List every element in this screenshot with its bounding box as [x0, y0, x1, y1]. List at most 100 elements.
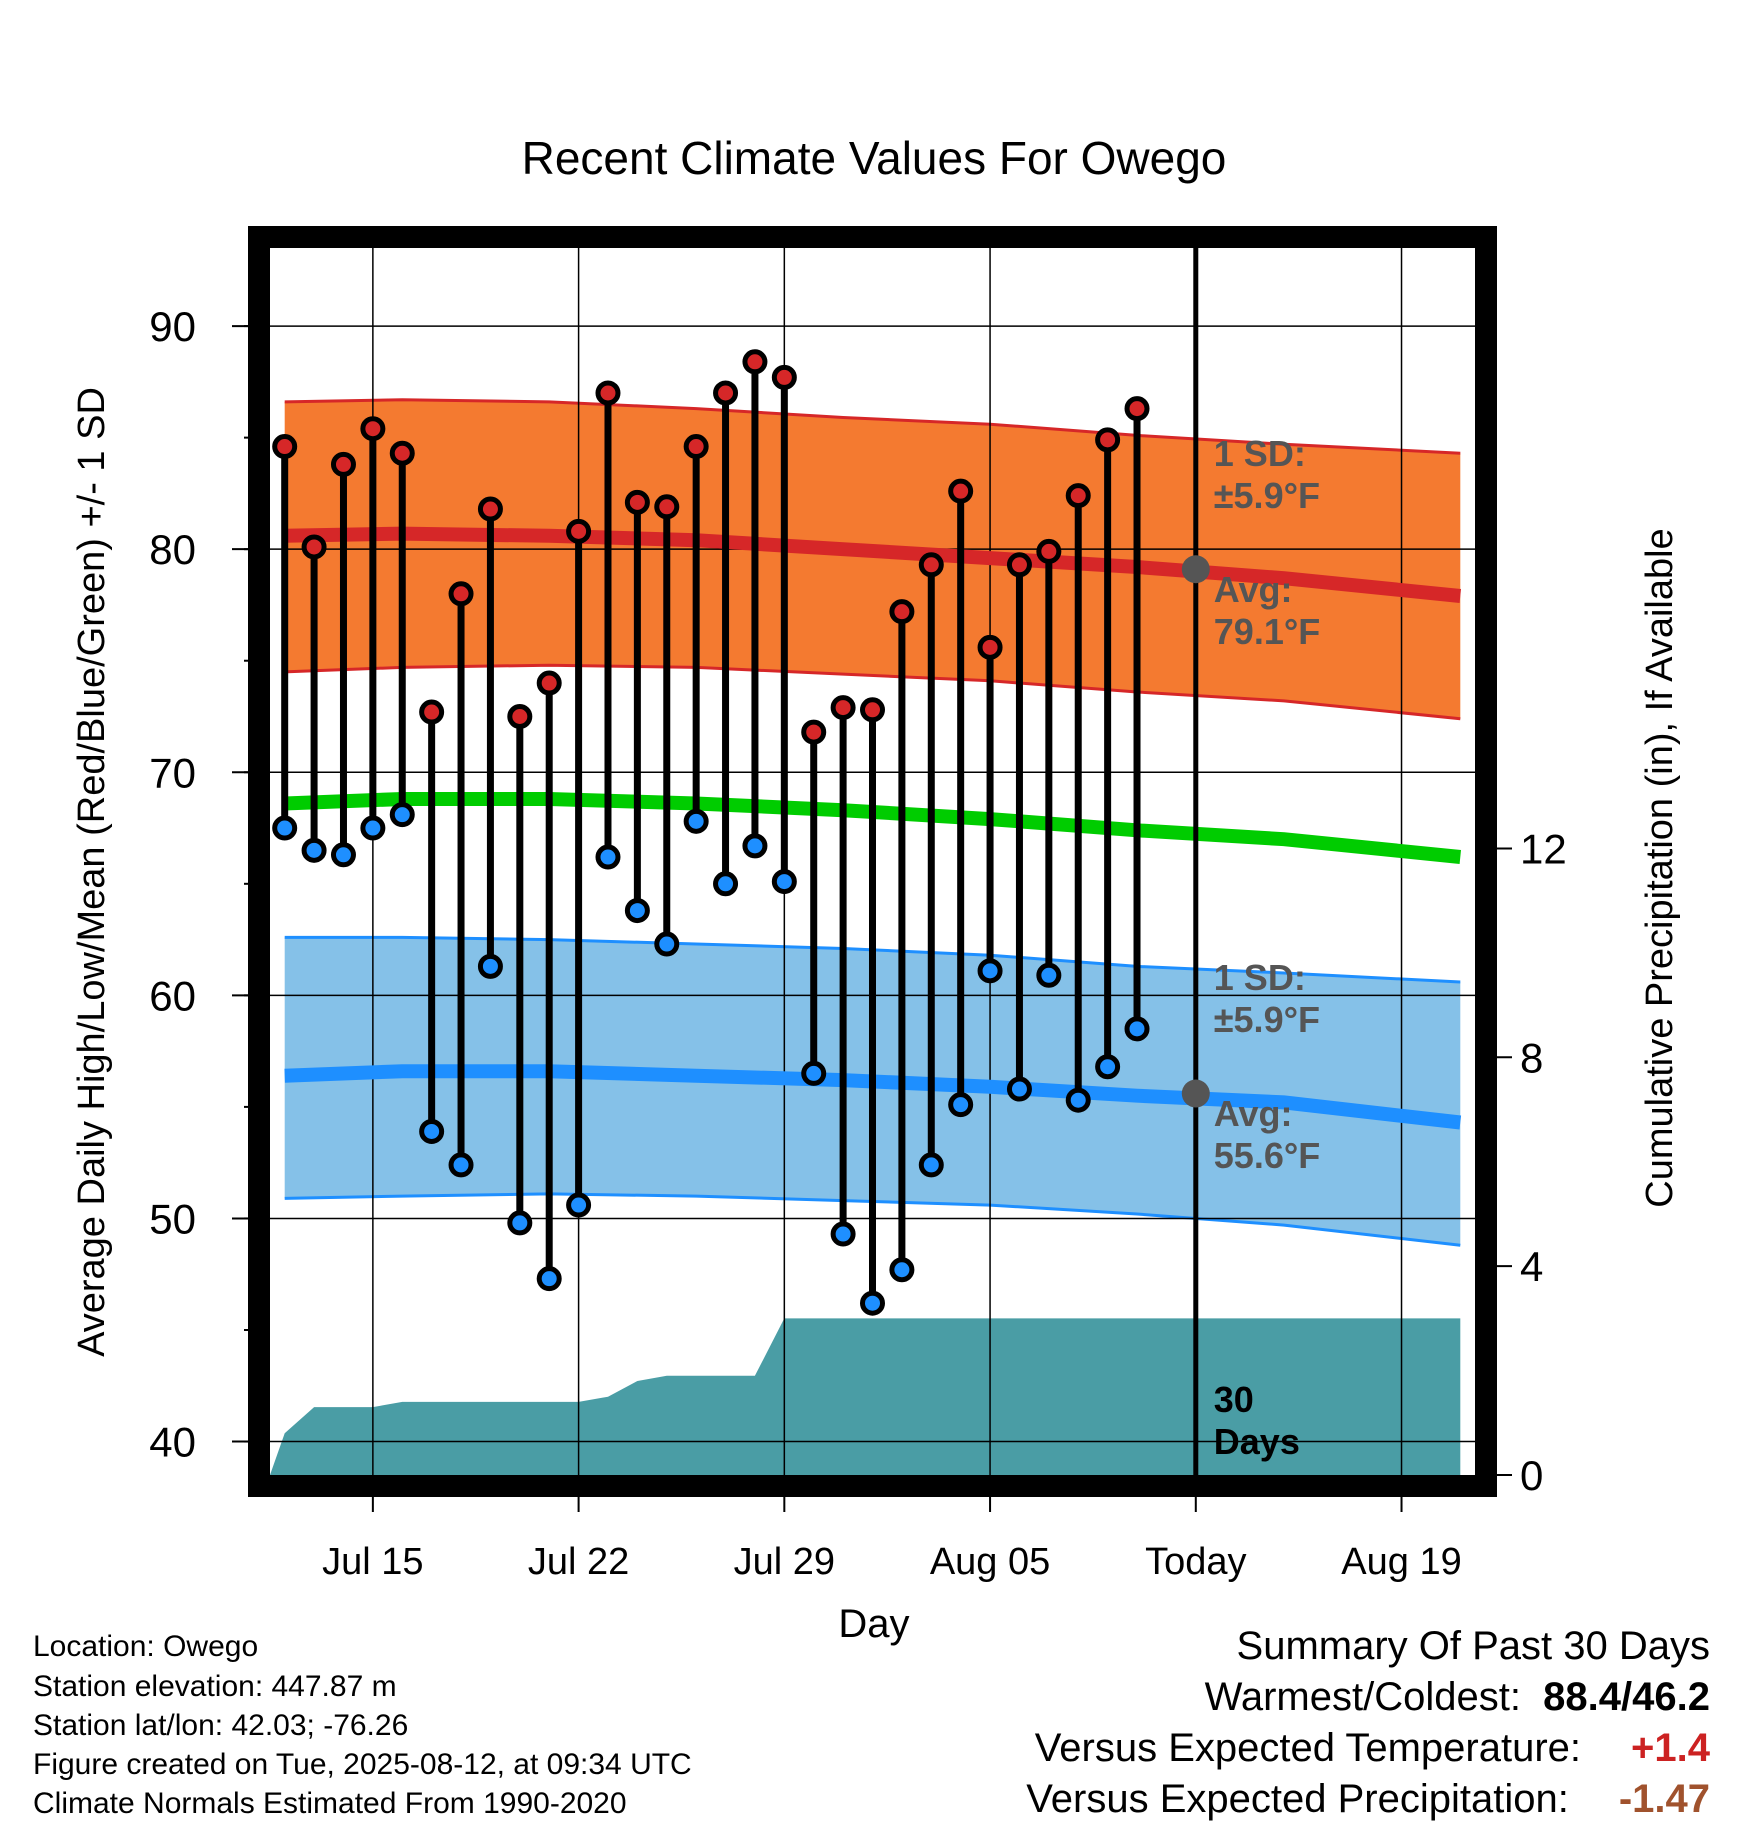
y2-tick-label: 8 — [1520, 1034, 1543, 1081]
daily-low-point — [301, 837, 327, 863]
daily-high-point — [713, 380, 739, 406]
daily-high-point — [948, 478, 974, 504]
daily-high-point — [566, 518, 592, 544]
daily-high-point — [595, 380, 621, 406]
daily-low-point — [860, 1290, 885, 1316]
high-sd-annotation-line-2: ±5.9°F — [1214, 475, 1320, 516]
daily-low-point — [419, 1118, 445, 1144]
today-high-avg-marker — [1181, 555, 1210, 584]
chart-title: Recent Climate Values For Owego — [522, 132, 1227, 184]
daily-low-point — [595, 844, 621, 870]
daily-high-point — [624, 489, 650, 515]
daily-low-point — [448, 1152, 474, 1178]
daily-high-point — [742, 349, 768, 375]
y2-tick-label: 0 — [1520, 1452, 1543, 1499]
daily-high-point — [1006, 552, 1032, 578]
high-sd-upper-line — [284, 398, 1461, 455]
low-sd-annotation-line-1: 1 SD: — [1214, 957, 1306, 998]
temp-value: +1.4 — [1631, 1726, 1710, 1770]
daily-high-point — [389, 440, 415, 466]
x-axis-label: Day — [838, 1602, 909, 1646]
y-tick-label: 50 — [149, 1195, 196, 1242]
summary-warmest-coldest: Warmest/Coldest: 88.4/46.2 — [1205, 1675, 1710, 1720]
daily-high-point — [1065, 483, 1091, 509]
x-tick-label: Today — [1145, 1541, 1246, 1583]
y-tick-label: 70 — [149, 749, 196, 796]
daily-high-point — [1036, 538, 1062, 564]
y2-axis-label: Cumulative Precipitation (in), If Availa… — [1639, 528, 1681, 1207]
station-location: Location: Owego — [33, 1630, 259, 1663]
daily-low-point — [683, 808, 709, 834]
daily-low-point — [654, 931, 680, 957]
daily-low-point — [801, 1060, 827, 1086]
precip-area — [270, 1318, 1461, 1475]
figure-created: Figure created on Tue, 2025-08-12, at 09… — [33, 1748, 692, 1781]
plot-frame — [248, 226, 1497, 1497]
low-avg-annotation-line-2: 55.6°F — [1214, 1135, 1320, 1176]
summary-precipitation: Versus Expected Precipitation: -1.47 — [1026, 1777, 1710, 1822]
y-tick-label: 60 — [149, 972, 196, 1019]
daily-low-point — [1095, 1054, 1121, 1080]
summary-temperature: Versus Expected Temperature: +1.4 — [1035, 1726, 1710, 1771]
x-tick-label: Aug 19 — [1341, 1541, 1461, 1583]
x-tick-label: Jul 22 — [528, 1541, 629, 1583]
y-tick-label: 90 — [149, 303, 196, 350]
y-tick-label: 80 — [149, 526, 196, 573]
daily-high-point — [918, 552, 944, 578]
y-tick-label: 40 — [149, 1419, 196, 1466]
daily-low-point — [977, 958, 1003, 984]
y-axis-label: Average Daily High/Low/Mean (Red/Blue/Gr… — [71, 387, 113, 1357]
daily-high-point — [860, 697, 885, 723]
daily-low-point — [948, 1092, 974, 1118]
daily-low-point — [389, 802, 415, 828]
window-annotation-line-2: Days — [1214, 1421, 1300, 1462]
x-tick-label: Jul 29 — [734, 1541, 835, 1583]
daily-low-point — [1036, 962, 1062, 988]
climate-normals: Climate Normals Estimated From 1990-2020 — [33, 1787, 627, 1820]
daily-high-point — [507, 703, 533, 729]
daily-high-point — [301, 534, 327, 560]
high-sd-lower-line — [284, 663, 1461, 721]
daily-high-point — [536, 670, 562, 696]
daily-low-point — [330, 842, 356, 868]
daily-high-point — [683, 434, 709, 460]
y2-tick-label: 4 — [1520, 1243, 1543, 1290]
high-avg-annotation-line-1: Avg: — [1214, 569, 1293, 610]
daily-high-point — [889, 599, 915, 625]
daily-low-point — [507, 1210, 533, 1236]
daily-low-point — [1124, 1016, 1150, 1042]
daily-low-point — [624, 898, 650, 924]
low-avg-annotation-line-1: Avg: — [1214, 1093, 1293, 1134]
daily-high-point — [272, 434, 298, 460]
daily-high-point — [1095, 427, 1121, 453]
daily-high-point — [360, 416, 386, 442]
window-annotation-line-1: 30 — [1214, 1379, 1254, 1420]
high-avg-annotation-line-2: 79.1°F — [1214, 611, 1320, 652]
daily-high-point — [419, 699, 445, 725]
avg-high-line — [284, 526, 1462, 603]
daily-high-point — [448, 581, 474, 607]
low-sd-annotation-line-2: ±5.9°F — [1214, 999, 1320, 1040]
daily-low-point — [477, 953, 503, 979]
high-sd-annotation-line-1: 1 SD: — [1214, 433, 1306, 474]
station-elevation: Station elevation: 447.87 m — [33, 1670, 397, 1703]
daily-low-point — [566, 1192, 592, 1218]
daily-low-point — [536, 1266, 562, 1292]
daily-high-point — [654, 494, 680, 520]
precip-label: Versus Expected Precipitation: — [1026, 1777, 1569, 1821]
plot-inner — [270, 248, 1475, 1475]
daily-high-point — [771, 364, 797, 390]
daily-low-point — [272, 815, 298, 841]
daily-low-point — [713, 871, 739, 897]
daily-low-point — [771, 869, 797, 895]
daily-high-point — [977, 634, 1003, 660]
daily-low-point — [1006, 1076, 1032, 1102]
daily-low-point — [360, 815, 386, 841]
summary-title: Summary Of Past 30 Days — [1236, 1624, 1710, 1668]
daily-low-point — [889, 1257, 915, 1283]
daily-high-point — [477, 496, 503, 522]
temp-label: Versus Expected Temperature: — [1034, 1726, 1582, 1770]
daily-high-point — [330, 451, 356, 477]
